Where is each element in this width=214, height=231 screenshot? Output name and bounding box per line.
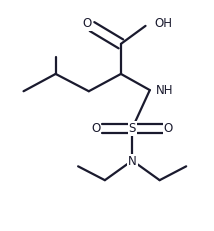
Text: N: N [128,155,137,168]
Text: OH: OH [154,17,172,30]
Text: O: O [82,17,91,30]
Text: S: S [129,122,136,135]
Text: O: O [164,122,173,135]
Text: O: O [91,122,101,135]
Text: NH: NH [156,84,173,97]
